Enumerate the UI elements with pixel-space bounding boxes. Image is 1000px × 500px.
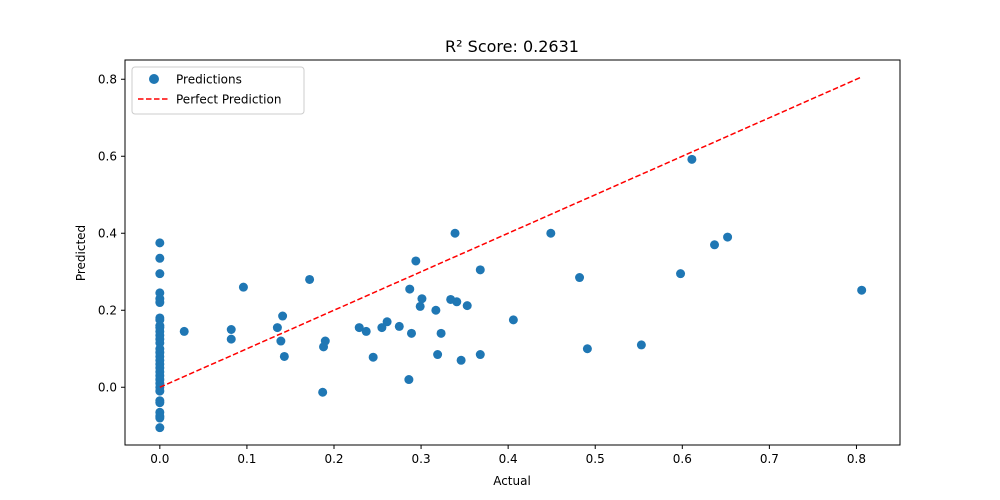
x-tick-label: 0.4 (499, 452, 518, 466)
data-point (155, 413, 165, 423)
x-axis-label: Actual (493, 474, 531, 488)
data-point (636, 340, 646, 350)
data-point (575, 273, 585, 283)
data-point (582, 344, 592, 354)
y-tick-label: 0.8 (98, 72, 117, 86)
legend: Predictions Perfect Prediction (131, 66, 305, 115)
data-point (475, 265, 485, 275)
data-point (406, 328, 416, 338)
data-point (155, 423, 165, 433)
data-point (278, 311, 288, 321)
data-point (155, 253, 165, 263)
data-point (279, 351, 289, 361)
plot-frame (124, 59, 901, 446)
data-point (155, 238, 165, 248)
y-tick-label: 0.2 (98, 303, 117, 317)
legend-label-predictions: Predictions (176, 73, 242, 87)
data-point (676, 269, 686, 279)
data-point (415, 301, 425, 311)
y-axis-ticks: 0.0 0.2 0.4 0.6 0.8 (98, 72, 125, 394)
data-point (475, 350, 485, 360)
data-point (377, 323, 387, 333)
y-tick-label: 0.4 (98, 226, 117, 240)
data-point (238, 282, 248, 292)
data-point (226, 325, 236, 334)
y-tick-label: 0.0 (98, 380, 117, 394)
x-tick-label: 0.3 (412, 452, 431, 466)
legend-box (131, 66, 305, 115)
data-point (155, 269, 165, 279)
x-tick-label: 0.1 (237, 452, 256, 466)
data-point (456, 355, 466, 365)
data-point (433, 350, 443, 360)
data-point (431, 305, 441, 315)
data-point (546, 228, 556, 238)
legend-marker-predictions (149, 74, 159, 84)
x-axis-ticks: 0.0 0.1 0.2 0.3 0.4 0.5 0.6 0.7 0.8 (150, 445, 866, 466)
data-point (404, 375, 414, 385)
x-tick-label: 0.6 (673, 452, 692, 466)
data-point (155, 386, 165, 396)
data-point (354, 323, 364, 333)
data-point (318, 387, 328, 397)
data-point (452, 297, 462, 307)
x-tick-label: 0.2 (324, 452, 343, 466)
data-point (320, 336, 330, 346)
data-point (272, 323, 282, 333)
data-point (710, 240, 720, 250)
perfect-prediction-line (159, 76, 862, 388)
data-point (155, 323, 165, 333)
data-point (226, 334, 236, 344)
data-point (411, 256, 421, 266)
data-point (179, 326, 189, 336)
data-point (508, 315, 518, 325)
y-tick-label: 0.6 (98, 149, 117, 163)
data-point (305, 274, 315, 284)
data-point (155, 298, 165, 308)
x-tick-label: 0.0 (150, 452, 169, 466)
data-point (436, 328, 446, 338)
data-point (450, 228, 460, 238)
data-point (394, 321, 404, 331)
data-point (462, 301, 472, 311)
data-point (405, 284, 415, 294)
data-point (382, 317, 392, 327)
data-point (368, 352, 378, 362)
plot-marks (155, 76, 867, 433)
x-tick-label: 0.8 (847, 452, 866, 466)
data-point (723, 232, 733, 242)
data-point (857, 285, 867, 295)
data-point (687, 154, 697, 164)
y-axis-label: Predicted (74, 225, 88, 281)
legend-label-perfect-prediction: Perfect Prediction (176, 93, 281, 107)
data-point (361, 326, 371, 336)
x-tick-label: 0.5 (586, 452, 605, 466)
chart-title: R² Score: 0.2631 (445, 37, 579, 56)
x-tick-label: 0.7 (760, 452, 779, 466)
data-point (276, 336, 286, 346)
data-point (417, 294, 427, 304)
data-point (155, 398, 165, 408)
